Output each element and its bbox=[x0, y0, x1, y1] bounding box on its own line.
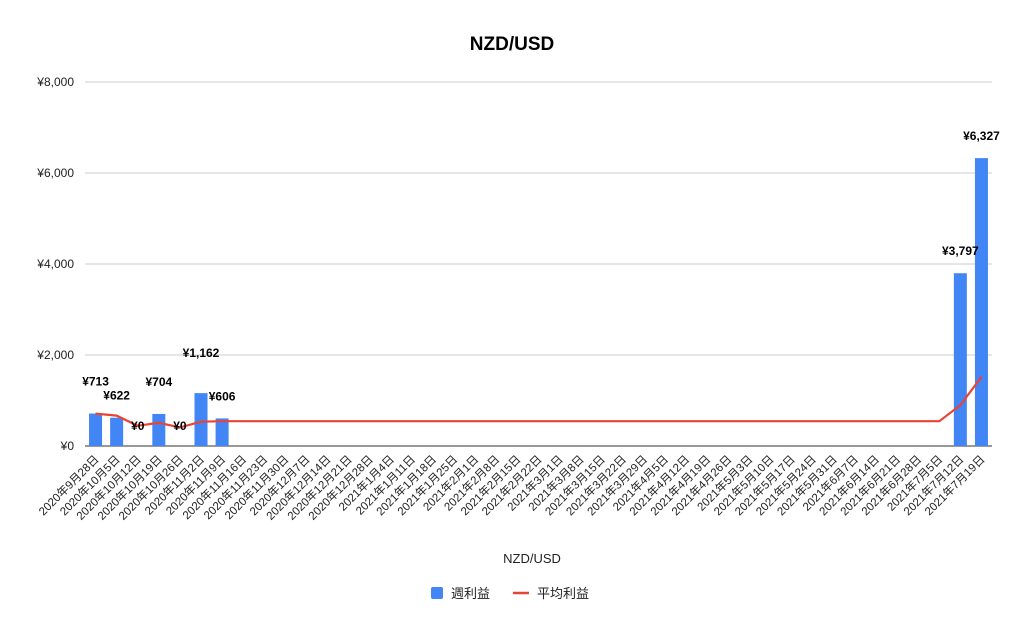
bar bbox=[953, 273, 967, 446]
chart-title: NZD/USD bbox=[470, 34, 554, 55]
y-tick-label: ¥6,000 bbox=[36, 166, 74, 180]
x-axis-title: NZD/USD bbox=[503, 551, 561, 566]
data-label: ¥713 bbox=[82, 375, 109, 389]
y-tick-label: ¥0 bbox=[60, 439, 75, 453]
bar bbox=[215, 418, 229, 446]
plot-area bbox=[89, 158, 988, 446]
labels: ¥0 ¥2,000 ¥4,000 ¥6,000 ¥8,000 ¥713¥622 ¥0 ¥704… bbox=[36, 75, 1000, 523]
data-label: ¥622 bbox=[103, 389, 130, 403]
data-label: ¥6,327 bbox=[963, 129, 1000, 143]
y-tick-label: ¥8,000 bbox=[36, 75, 74, 89]
legend-label: 平均利益 bbox=[537, 586, 589, 601]
legend-swatch-bar bbox=[431, 587, 443, 599]
bar bbox=[152, 413, 166, 446]
bar bbox=[194, 393, 208, 446]
data-label: ¥704 bbox=[145, 375, 172, 389]
y-tick-label: ¥4,000 bbox=[36, 257, 74, 271]
bar bbox=[89, 413, 103, 446]
bar bbox=[974, 158, 988, 446]
y-tick-label: ¥2,000 bbox=[36, 348, 74, 362]
legend-label: 週利益 bbox=[451, 586, 490, 601]
legend: 週利益 平均利益 bbox=[431, 586, 589, 601]
data-label: ¥3,797 bbox=[942, 244, 979, 258]
data-label: ¥0 bbox=[173, 419, 187, 433]
data-label: ¥606 bbox=[209, 389, 236, 403]
bar bbox=[110, 417, 124, 446]
average-line bbox=[95, 376, 983, 429]
grid bbox=[85, 81, 992, 447]
data-label: ¥1,162 bbox=[183, 346, 220, 360]
data-label: ¥0 bbox=[131, 419, 145, 433]
